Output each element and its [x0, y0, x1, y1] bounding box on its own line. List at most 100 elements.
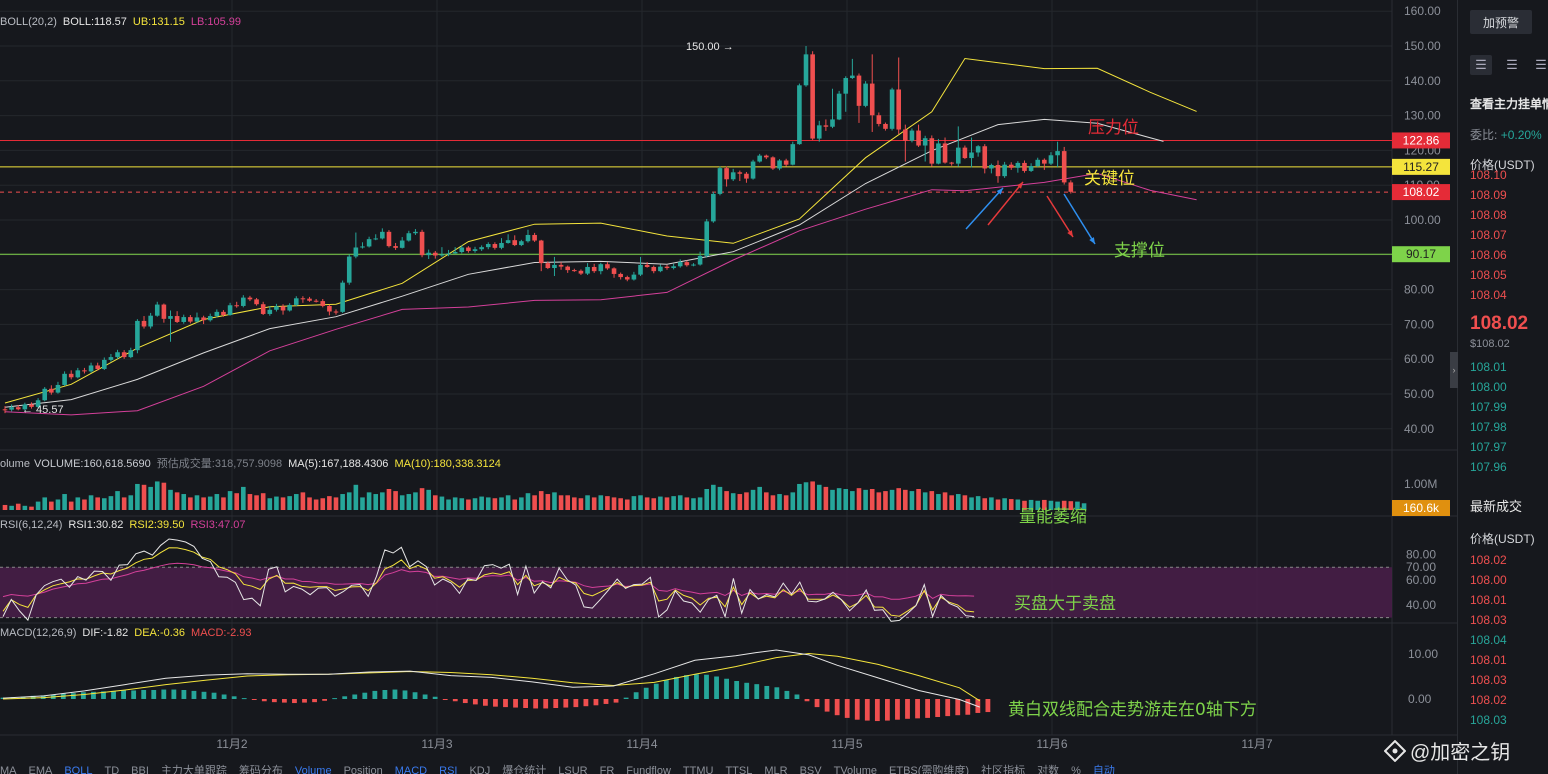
trade-row[interactable]: 108.01	[1470, 593, 1507, 607]
candle-body	[585, 266, 590, 274]
candle-body	[949, 162, 954, 164]
indicator-tab[interactable]: TD	[104, 765, 120, 774]
macd-hist-bar	[452, 699, 458, 702]
book-bids-mode-icon[interactable]: ☰	[1506, 57, 1518, 72]
volume-bar	[95, 497, 100, 510]
ask-row[interactable]: 108.10	[1470, 168, 1507, 182]
chart-canvas[interactable]: 160.00150.00140.00130.00120.00110.00100.…	[0, 0, 1457, 774]
ask-row[interactable]: 108.04	[1470, 288, 1507, 302]
indicator-tab[interactable]: Position	[343, 765, 383, 774]
x-tick-label: 11月5	[831, 737, 862, 751]
indicator-tab[interactable]: Volume	[294, 765, 332, 774]
volume-bar	[505, 495, 511, 510]
indicator-tab[interactable]: MLR	[764, 765, 788, 774]
macd-dea-line	[2, 652, 981, 702]
bid-row[interactable]: 107.97	[1470, 440, 1507, 454]
indicator-tab[interactable]: 社区指标	[981, 765, 1026, 774]
trade-row[interactable]: 108.00	[1470, 573, 1507, 587]
volume-bar	[797, 483, 802, 510]
macd-hist-bar	[332, 698, 338, 700]
bid-row[interactable]: 107.96	[1470, 460, 1507, 474]
collapse-sidebar-handle[interactable]: ›	[1450, 352, 1458, 388]
macd-hist-bar	[543, 699, 549, 709]
trade-row[interactable]: 108.03	[1470, 713, 1507, 727]
price-tick-label: 80.00	[1404, 283, 1434, 297]
bid-row[interactable]: 108.00	[1470, 380, 1507, 394]
candle-body	[572, 270, 577, 272]
trade-row[interactable]: 108.01	[1470, 653, 1507, 667]
indicator-tab[interactable]: BBI	[131, 765, 149, 774]
volume-bar	[135, 483, 140, 510]
volume-bar	[307, 497, 312, 510]
macd-hist-bar	[382, 690, 388, 699]
indicator-tab[interactable]: RSI	[439, 765, 458, 774]
indicator-tab[interactable]: 对数	[1037, 765, 1060, 774]
indicator-tab[interactable]: KDJ	[469, 765, 491, 774]
trade-row[interactable]: 108.04	[1470, 633, 1507, 647]
trade-row[interactable]: 108.03	[1470, 613, 1507, 627]
macd-hist-bar	[30, 695, 36, 699]
volume-bar	[1061, 500, 1067, 510]
volume-bar	[757, 486, 762, 510]
book-asks-mode-icon[interactable]: ☰	[1535, 57, 1547, 72]
trade-row[interactable]: 108.02	[1470, 553, 1507, 567]
indicator-tab[interactable]: 筹码分布	[238, 765, 283, 774]
add-alert-button[interactable]: 加预警	[1470, 10, 1532, 34]
indicator-tab[interactable]: 自动	[1092, 765, 1115, 774]
volume-bar	[962, 495, 968, 510]
candle-body	[505, 240, 511, 243]
candle-body	[49, 388, 54, 393]
ask-row[interactable]: 108.07	[1470, 228, 1507, 242]
indicator-tab[interactable]: LSUR	[558, 765, 588, 774]
volume-bar	[108, 496, 114, 510]
ask-row[interactable]: 108.06	[1470, 248, 1507, 262]
indicator-tab[interactable]: BOLL	[64, 765, 93, 774]
candle-body	[15, 407, 21, 410]
bid-row[interactable]: 107.99	[1470, 400, 1507, 414]
trade-row[interactable]: 108.02	[1470, 693, 1507, 707]
indicator-tab[interactable]: Fundflow	[626, 765, 671, 774]
macd-hist-bar	[191, 690, 197, 699]
arrow-down-red	[1046, 195, 1074, 238]
candle-body	[830, 119, 835, 127]
current-price-tag-bg	[1392, 184, 1450, 201]
ask-row[interactable]: 108.08	[1470, 208, 1507, 222]
volume-bar	[558, 495, 564, 510]
volume-bar	[439, 496, 445, 510]
candle-body	[724, 168, 729, 180]
macd-hist-bar	[794, 694, 800, 699]
indicator-tab[interactable]: 主力大单跟踪	[160, 765, 227, 774]
candle-body	[836, 93, 842, 120]
indicator-tab[interactable]: FR	[599, 765, 615, 774]
ask-row[interactable]: 108.05	[1470, 268, 1507, 282]
indicator-tab[interactable]: %	[1071, 765, 1081, 774]
indicator-tab[interactable]: 爆仓统计	[502, 765, 547, 774]
order-book-title[interactable]: 查看主力挂单情	[1470, 97, 1548, 111]
candle-body	[578, 270, 584, 274]
bid-row[interactable]: 107.98	[1470, 420, 1507, 434]
indicator-tab[interactable]: TVolume	[833, 765, 878, 774]
bid-row[interactable]: 108.01	[1470, 360, 1507, 374]
indicator-tab[interactable]: ETBS(需购维度)	[889, 765, 970, 774]
macd-hist-bar	[141, 690, 147, 699]
indicator-tab[interactable]: BSV	[799, 765, 822, 774]
candle-body	[797, 85, 802, 145]
trade-row[interactable]: 108.03	[1470, 673, 1507, 687]
book-both-mode-icon[interactable]: ☰	[1470, 55, 1492, 75]
boll-ub-value: UB:131.15	[132, 16, 185, 28]
volume-bar	[942, 492, 948, 510]
indicator-tab[interactable]: TTSL	[725, 765, 753, 774]
candle-body	[962, 147, 968, 159]
candle-body	[1042, 159, 1047, 164]
indicator-tab[interactable]: MACD	[394, 765, 428, 774]
macd-hist-value: MACD:-2.93	[191, 627, 252, 639]
indicator-tab[interactable]: MA	[0, 765, 17, 774]
candle-body	[1068, 182, 1074, 192]
macd-hist-bar	[704, 674, 709, 699]
ask-row[interactable]: 108.09	[1470, 188, 1507, 202]
indicator-tab[interactable]: EMA	[28, 765, 53, 774]
key-price-tag-bg	[1392, 158, 1450, 175]
trades-title[interactable]: 最新成交	[1470, 499, 1523, 514]
macd-hist-bar	[673, 676, 679, 699]
indicator-tab[interactable]: TTMU	[682, 765, 714, 774]
